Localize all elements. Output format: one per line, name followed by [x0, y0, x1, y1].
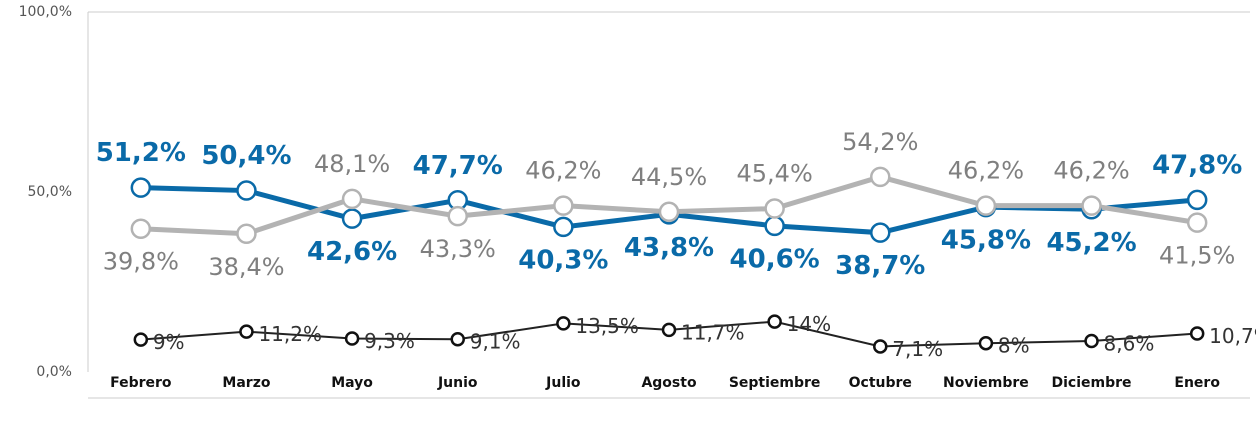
- data-label: 47,8%: [1152, 150, 1242, 180]
- marker: [873, 339, 888, 354]
- data-label: 7,1%: [892, 337, 943, 361]
- marker: [130, 177, 152, 198]
- x-tick-label: Marzo: [222, 375, 270, 391]
- marker: [133, 332, 149, 347]
- data-label: 46,2%: [1053, 157, 1129, 185]
- marker: [1189, 326, 1205, 341]
- x-tick-label: Agosto: [641, 375, 697, 391]
- data-label: 51,2%: [96, 138, 186, 168]
- marker: [661, 322, 677, 338]
- data-label: 9,3%: [364, 329, 415, 353]
- x-tick-label: Febrero: [110, 375, 172, 391]
- marker: [870, 166, 891, 188]
- data-label: 13,5%: [575, 314, 639, 338]
- data-label: 45,4%: [737, 160, 813, 188]
- x-tick-label: Enero: [1174, 375, 1220, 391]
- marker: [1186, 212, 1208, 233]
- marker: [450, 331, 465, 347]
- y-tick-label: 50,0%: [28, 184, 72, 200]
- data-label: 38,4%: [208, 253, 284, 281]
- data-label: 9%: [153, 330, 185, 354]
- marker: [1081, 195, 1102, 216]
- data-label: 39,8%: [103, 248, 179, 276]
- marker: [447, 205, 468, 227]
- marker: [764, 215, 785, 237]
- marker: [764, 198, 785, 219]
- marker: [1186, 189, 1208, 211]
- marker: [239, 324, 254, 339]
- marker: [553, 195, 574, 216]
- x-tick-label: Junio: [437, 375, 478, 391]
- x-tick-label: Julio: [545, 375, 581, 391]
- x-tick-label: Mayo: [331, 375, 373, 391]
- marker: [975, 195, 997, 216]
- data-label: 45,8%: [941, 226, 1031, 256]
- marker: [341, 188, 363, 210]
- marker: [870, 222, 891, 243]
- data-label: 42,6%: [307, 237, 397, 267]
- y-tick-label: 100,0%: [19, 4, 72, 20]
- marker: [236, 180, 257, 201]
- data-label: 11,7%: [681, 320, 745, 344]
- data-label: 43,3%: [420, 235, 496, 263]
- marker: [130, 218, 152, 239]
- marker: [553, 216, 574, 238]
- data-label: 40,3%: [518, 245, 608, 275]
- marker: [236, 223, 257, 245]
- data-label: 11,2%: [258, 322, 322, 346]
- data-label: 47,7%: [413, 151, 503, 181]
- x-tick-label: Noviembre: [943, 375, 1029, 391]
- data-label: 10,7%: [1209, 324, 1256, 348]
- data-label: 43,8%: [624, 233, 714, 263]
- data-label: 48,1%: [314, 150, 390, 178]
- marker: [978, 335, 994, 351]
- data-label: 45,2%: [1046, 228, 1136, 258]
- marker: [344, 331, 360, 346]
- data-label: 8%: [998, 334, 1030, 358]
- data-label: 40,6%: [730, 244, 820, 274]
- data-label: 54,2%: [842, 128, 918, 156]
- marker: [767, 314, 782, 329]
- data-label: 46,2%: [948, 157, 1024, 185]
- data-label: 46,2%: [525, 157, 601, 185]
- data-label: 8,6%: [1104, 332, 1155, 356]
- marker: [341, 208, 363, 229]
- x-tick-label: Diciembre: [1052, 375, 1132, 391]
- x-tick-label: Septiembre: [729, 375, 821, 391]
- data-label: 41,5%: [1159, 242, 1235, 270]
- y-tick-label: 0,0%: [36, 364, 72, 380]
- data-label: 9,1%: [470, 330, 521, 354]
- x-tick-label: Octubre: [849, 375, 912, 391]
- data-label: 44,5%: [631, 163, 707, 191]
- data-label: 50,4%: [201, 141, 291, 171]
- data-label: 38,7%: [835, 251, 925, 281]
- marker: [556, 316, 571, 331]
- marker: [1084, 333, 1099, 349]
- marker: [658, 201, 680, 223]
- data-label: 14%: [787, 312, 831, 336]
